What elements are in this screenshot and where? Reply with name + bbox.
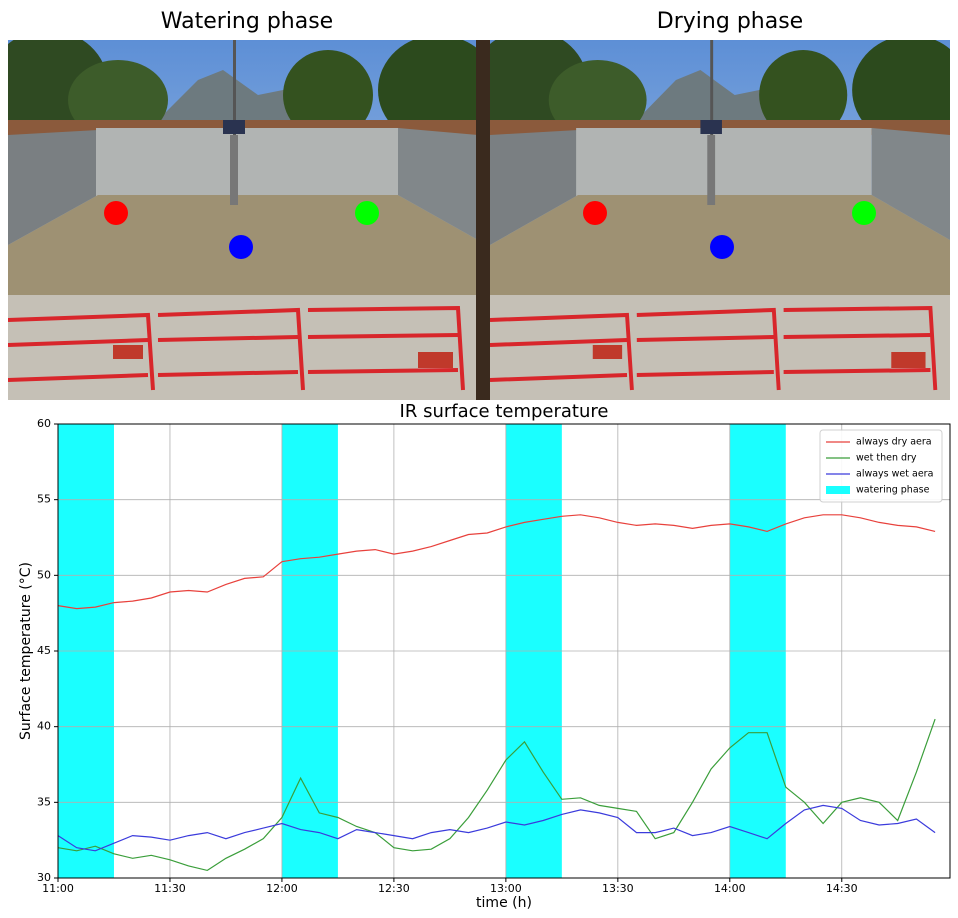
- photo-title: Drying phase: [657, 9, 803, 34]
- chart-title: IR surface temperature: [400, 401, 609, 422]
- x-tick-label: 13:30: [602, 882, 634, 895]
- x-tick-label: 14:00: [714, 882, 746, 895]
- y-tick-label: 35: [37, 795, 51, 808]
- series-line: [57, 514, 936, 610]
- wet-marker: [229, 235, 253, 259]
- wet-dry-marker: [355, 201, 379, 225]
- y-tick-label: 30: [37, 871, 51, 884]
- wet-dry-marker: [852, 201, 876, 225]
- x-tick-label: 11:00: [42, 882, 74, 895]
- x-tick-label: 11:30: [154, 882, 186, 895]
- plot-frame: [57, 423, 951, 879]
- legend-label: wet then dry: [856, 453, 917, 464]
- dry-marker: [583, 201, 607, 225]
- photo-divider: [476, 40, 490, 400]
- legend-box: [819, 429, 943, 503]
- y-tick-label: 45: [37, 644, 51, 657]
- y-tick-label: 55: [37, 493, 51, 506]
- photo: [8, 40, 478, 400]
- y-tick-label: 50: [37, 568, 51, 581]
- wet-marker: [710, 235, 734, 259]
- legend-label: always dry aera: [856, 437, 932, 448]
- legend-swatch: [826, 486, 850, 494]
- y-tick-label: 40: [37, 720, 51, 733]
- x-tick-label: 12:00: [266, 882, 298, 895]
- photo-title: Watering phase: [161, 9, 333, 34]
- x-tick-label: 13:00: [490, 882, 522, 895]
- series-line: [57, 804, 936, 852]
- series-line: [57, 718, 936, 872]
- y-tick-label: 60: [37, 417, 51, 430]
- y-axis-label: Surface temperature (°C): [18, 562, 34, 740]
- x-tick-label: 14:30: [826, 882, 858, 895]
- photo: [490, 40, 950, 400]
- x-tick-label: 12:30: [378, 882, 410, 895]
- legend-label: always wet aera: [856, 469, 933, 480]
- legend-label: watering phase: [856, 485, 930, 496]
- dry-marker: [104, 201, 128, 225]
- x-axis-label: time (h): [476, 895, 532, 911]
